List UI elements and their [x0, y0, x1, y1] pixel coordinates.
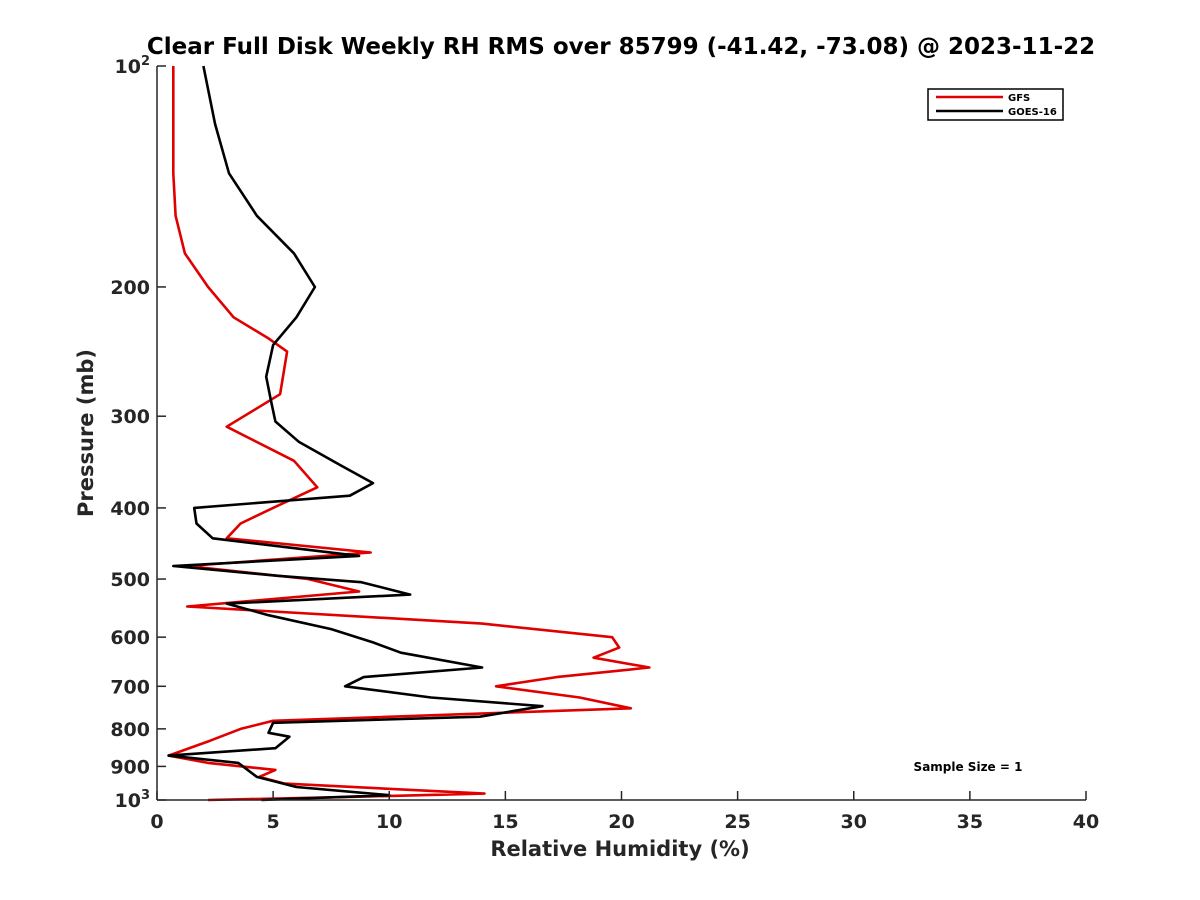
x-tick-label: 15	[492, 811, 518, 833]
y-tick-label: 300	[110, 406, 150, 428]
y-tick-label: 200	[110, 277, 150, 299]
legend-label-goes16: GOES-16	[1008, 107, 1057, 118]
x-tick-label: 5	[267, 811, 280, 833]
x-tick-label: 0	[150, 811, 163, 833]
x-tick-label: 30	[841, 811, 867, 833]
plot-lines	[167, 65, 651, 802]
y-ticks: 102 200 300 400 500 600 700 800 900 103	[110, 54, 166, 812]
x-tick-label: 25	[724, 811, 750, 833]
series-line-goes16	[167, 65, 544, 802]
y-tick-label: 800	[110, 719, 150, 741]
y-tick-label: 700	[110, 676, 150, 698]
y-tick-label: 500	[110, 569, 150, 591]
legend: GFS GOES-16	[927, 88, 1064, 121]
legend-label-gfs: GFS	[1008, 93, 1030, 104]
y-axis-label: Pressure (mb)	[74, 349, 98, 517]
y-tick-label: 102	[115, 54, 151, 78]
x-tick-label: 20	[608, 811, 634, 833]
legend-box	[927, 88, 1064, 121]
x-axis-label: Relative Humidity (%)	[490, 837, 749, 861]
y-tick-label: 400	[110, 498, 150, 520]
x-tick-label: 40	[1073, 811, 1099, 833]
axes	[156, 66, 1086, 801]
y-tick-label: 103	[115, 788, 151, 812]
x-tick-label: 10	[376, 811, 402, 833]
chart-title: Clear Full Disk Weekly RH RMS over 85799…	[147, 34, 1095, 60]
x-tick-label: 35	[957, 811, 983, 833]
y-tick-label: 600	[110, 627, 150, 649]
series-line-gfs	[167, 66, 651, 802]
sample-size-annotation: Sample Size = 1	[914, 760, 1023, 774]
y-tick-label: 900	[110, 756, 150, 778]
x-ticks: 0 5 10 15 20 25 30 35 40	[150, 791, 1099, 833]
